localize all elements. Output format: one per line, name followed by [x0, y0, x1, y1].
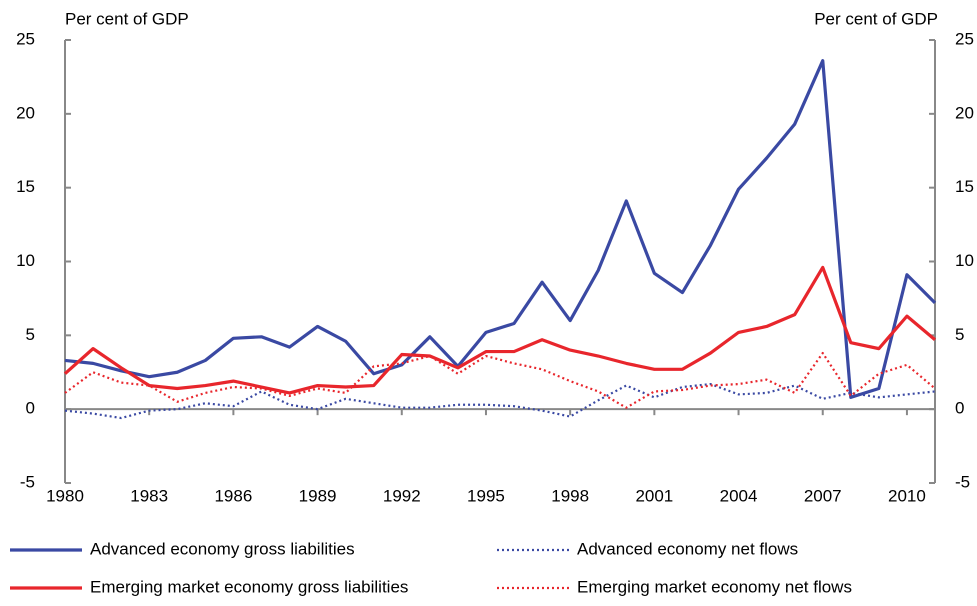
x-tick-label: 1980: [46, 486, 84, 505]
legend-label: Emerging market economy net flows: [577, 577, 852, 596]
legend-label: Advanced economy gross liabilities: [90, 539, 355, 558]
y2-tick-label: 0: [955, 399, 964, 418]
y-tick-label: 25: [16, 29, 35, 48]
legend-label: Advanced economy net flows: [577, 539, 798, 558]
y2-tick-label: 10: [955, 251, 974, 270]
y2-tick-label: 5: [955, 325, 964, 344]
x-tick-label: 2004: [720, 486, 758, 505]
x-tick-label: 2007: [804, 486, 842, 505]
y2-tick-label: -5: [955, 472, 970, 491]
y-tick-label: 15: [16, 177, 35, 196]
y2-tick-label: 15: [955, 177, 974, 196]
series-line: [64, 382, 936, 420]
y-tick-label: 20: [16, 103, 35, 122]
x-tick-label: 1998: [551, 486, 589, 505]
y-tick-label: 0: [26, 399, 35, 418]
y-tick-label: 5: [26, 325, 35, 344]
series-line: [64, 59, 937, 399]
y2-tick-label: 20: [955, 103, 974, 122]
y2-tick-label: 25: [955, 29, 974, 48]
series-line: [63, 265, 937, 395]
legend-label: Emerging market economy gross liabilitie…: [90, 577, 408, 596]
y2-axis-label: Per cent of GDP: [814, 9, 938, 28]
y-axis-label: Per cent of GDP: [65, 9, 189, 28]
x-tick-label: 1992: [383, 486, 421, 505]
x-tick-label: 1983: [130, 486, 168, 505]
x-tick-label: 1995: [467, 486, 505, 505]
series-line: [64, 351, 936, 409]
y-tick-label: 10: [16, 251, 35, 270]
x-tick-label: 1989: [299, 486, 337, 505]
x-tick-label: 2010: [888, 486, 926, 505]
x-tick-label: 2001: [635, 486, 673, 505]
y-tick-label: -5: [20, 472, 35, 491]
x-tick-label: 1986: [214, 486, 252, 505]
